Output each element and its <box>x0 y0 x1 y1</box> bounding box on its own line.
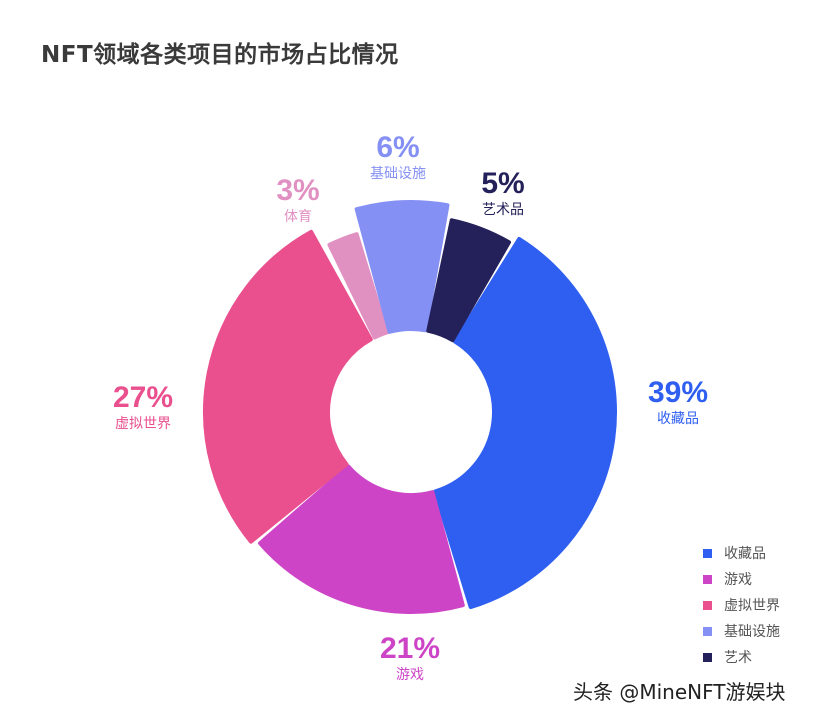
legend-swatch-icon <box>703 626 712 636</box>
slice-name: 虚拟世界 <box>114 416 171 432</box>
slice-5[interactable] <box>426 218 511 343</box>
legend-item[interactable]: 基础设施 <box>703 618 780 644</box>
slice-percent: 39% <box>647 376 709 409</box>
legend-swatch-icon <box>703 548 712 558</box>
chart-title: NFT领域各类项目的市场占比情况 <box>41 42 399 68</box>
slice-2[interactable] <box>203 229 373 544</box>
slice-label: 5% 艺术品 <box>481 167 525 218</box>
slice-name: 游戏 <box>395 667 424 683</box>
legend: 收藏品 游戏 虚拟世界 基础设施 艺术 <box>703 540 780 670</box>
watermark: 头条 @MineNFT游娱块 <box>573 680 786 704</box>
slice-percent: 21% <box>379 632 441 665</box>
legend-swatch-icon <box>703 652 712 662</box>
slice-label: 27% 虚拟世界 <box>112 381 174 432</box>
slice-label: 3% 体育 <box>276 174 320 225</box>
slice-label: 6% 基础设施 <box>370 131 426 182</box>
slice-name: 体育 <box>283 209 312 225</box>
legend-item[interactable]: 游戏 <box>703 566 780 592</box>
legend-item[interactable]: 虚拟世界 <box>703 592 780 618</box>
slice-percent: 6% <box>376 131 420 164</box>
slice-0[interactable] <box>433 236 617 610</box>
legend-label: 收藏品 <box>724 546 766 562</box>
slice-4[interactable] <box>354 200 450 334</box>
slice-percent: 5% <box>481 167 525 200</box>
legend-label: 游戏 <box>724 572 752 588</box>
slice-3[interactable] <box>327 232 389 340</box>
legend-label: 基础设施 <box>724 624 780 640</box>
legend-swatch-icon <box>703 574 712 584</box>
legend-item[interactable]: 收藏品 <box>703 540 780 566</box>
slice-percent: 27% <box>112 381 174 414</box>
slice-1[interactable] <box>258 464 465 614</box>
slice-label: 21% 游戏 <box>379 632 441 683</box>
legend-label: 虚拟世界 <box>724 598 780 614</box>
legend-swatch-icon <box>703 600 712 610</box>
slice-label: 39% 收藏品 <box>647 376 709 427</box>
slice-percent: 3% <box>276 174 320 207</box>
legend-label: 艺术 <box>724 650 752 666</box>
legend-item[interactable]: 艺术 <box>703 644 780 670</box>
slice-name: 艺术品 <box>481 202 524 218</box>
slice-name: 收藏品 <box>656 411 699 427</box>
slice-name: 基础设施 <box>370 166 426 182</box>
